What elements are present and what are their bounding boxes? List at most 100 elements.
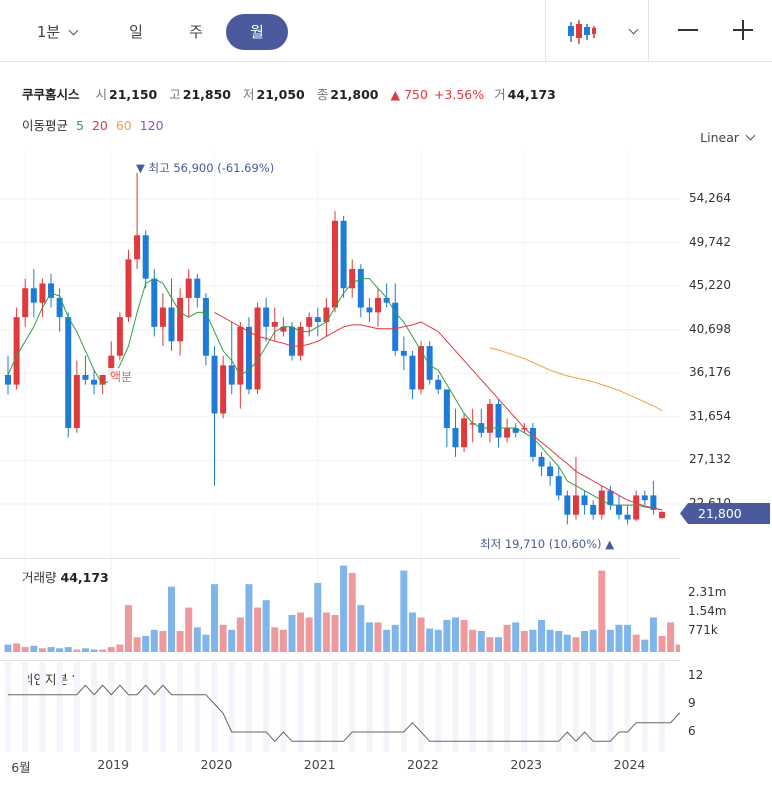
volume-bar <box>512 622 520 652</box>
volume-bar <box>374 622 382 652</box>
candle-body <box>39 283 46 303</box>
volume-bar <box>503 624 511 652</box>
volume-bar <box>434 629 442 652</box>
volume-bar <box>150 629 158 652</box>
volume-bar <box>495 637 502 652</box>
candle-body <box>323 307 330 322</box>
volume-value: 44,173 <box>507 87 556 102</box>
plus-icon[interactable] <box>733 20 753 40</box>
volume-bar <box>641 639 649 652</box>
moving-average-legend[interactable]: 이동평균 5 20 60 120 <box>22 115 168 134</box>
volume-bar <box>426 628 434 652</box>
foreign-ownership-line <box>8 684 680 743</box>
volume-bar <box>254 607 262 652</box>
foreign-background-stripe <box>56 662 63 752</box>
volume-bar <box>81 648 89 652</box>
minus-icon[interactable] <box>678 29 698 31</box>
low-price: 21,050 <box>256 87 305 102</box>
foreign-background-stripe <box>22 662 29 752</box>
volume-chart[interactable] <box>0 560 680 652</box>
candle-body <box>495 403 502 438</box>
volume-bar <box>546 629 554 652</box>
low-annotation: 최저 19,710 (10.60%) ▲ <box>480 537 615 551</box>
volume-bar <box>305 617 313 652</box>
volume-bar <box>47 647 55 652</box>
price-chart[interactable] <box>0 150 680 560</box>
candle-body <box>461 418 468 448</box>
time-tick: 2021 <box>303 757 336 772</box>
volume-bar <box>38 648 46 652</box>
volume-panel-value: 44,173 <box>60 570 109 585</box>
candle-body <box>443 389 450 428</box>
price-tick: 54,264 <box>689 191 731 205</box>
candle-body <box>659 511 665 519</box>
ma5-label: 5 <box>76 118 84 133</box>
candle-body <box>486 403 493 433</box>
candle-body <box>263 307 270 327</box>
chart-type-dropdown[interactable] <box>566 18 639 46</box>
volume-bar <box>314 582 322 652</box>
candle-body <box>56 297 63 318</box>
candle-body <box>590 505 597 515</box>
candle-body <box>547 466 554 477</box>
timeframe-minute-label: 1분 <box>36 23 61 41</box>
volume-bar <box>520 631 528 652</box>
open-price: 21,150 <box>109 87 158 102</box>
time-tick: 6월 <box>11 760 31 775</box>
ma20-line <box>214 311 663 511</box>
volume-bar <box>219 624 227 652</box>
candle-body <box>30 288 37 303</box>
ma60-label: 60 <box>115 118 132 133</box>
volume-tick: 771k <box>688 623 718 637</box>
candle-body <box>142 235 149 279</box>
foreign-background-stripe <box>555 662 562 752</box>
candle-body <box>237 326 244 385</box>
candle-body <box>435 379 442 390</box>
volume-bar <box>168 586 175 652</box>
volume-bar <box>340 565 348 652</box>
open-label: 시 <box>95 87 108 102</box>
volume-bar <box>176 631 184 652</box>
foreign-background-stripe <box>177 662 184 752</box>
foreign-background-stripe <box>5 662 11 752</box>
candle-body <box>151 278 158 327</box>
foreign-background-stripe <box>332 662 338 752</box>
chart-toolbar: 1분 일 주 월 <box>0 0 772 62</box>
price-tick: 36,176 <box>689 365 731 380</box>
volume-bar <box>322 612 330 652</box>
timeframe-day-button[interactable]: 일 <box>129 23 143 41</box>
volume-panel-title: 거래량 44,173 <box>22 567 109 586</box>
timeframe-week-button[interactable]: 주 <box>189 23 203 41</box>
timeframe-month-button[interactable]: 월 <box>226 14 288 50</box>
ma-label: 이동평균 <box>22 118 69 133</box>
toolbar-divider <box>648 0 649 62</box>
foreign-background-stripe <box>659 662 665 752</box>
foreign-tick: 9 <box>688 696 696 710</box>
candle-body <box>73 374 80 428</box>
volume-bar <box>13 643 21 652</box>
volume-bar <box>469 629 477 652</box>
close-price: 21,800 <box>330 87 379 102</box>
volume-bar <box>262 600 270 652</box>
ma20-label: 20 <box>91 118 108 133</box>
candle-body <box>418 346 425 390</box>
foreign-background-stripe <box>280 662 287 752</box>
foreign-background-stripe <box>125 662 132 752</box>
time-tick: 2020 <box>200 757 233 772</box>
volume-bar <box>56 648 64 652</box>
high-label: 고 <box>169 87 181 102</box>
foreign-ownership-chart[interactable] <box>0 662 680 752</box>
timeframe-minute-dropdown[interactable]: 1분 <box>22 14 92 50</box>
scale-mode-dropdown[interactable]: Linear <box>700 130 756 145</box>
foreign-background-stripe <box>607 662 614 752</box>
candle-body <box>392 302 399 351</box>
candle-body <box>220 365 227 414</box>
candle-body <box>245 326 252 390</box>
volume-panel-label: 거래량 <box>22 570 57 585</box>
candle-body <box>357 268 364 308</box>
volume-bar <box>30 645 38 652</box>
foreign-background-stripe <box>142 662 149 752</box>
volume-tick: 2.31m <box>688 585 727 599</box>
ma5-line <box>7 278 663 511</box>
candle-body <box>65 317 72 428</box>
